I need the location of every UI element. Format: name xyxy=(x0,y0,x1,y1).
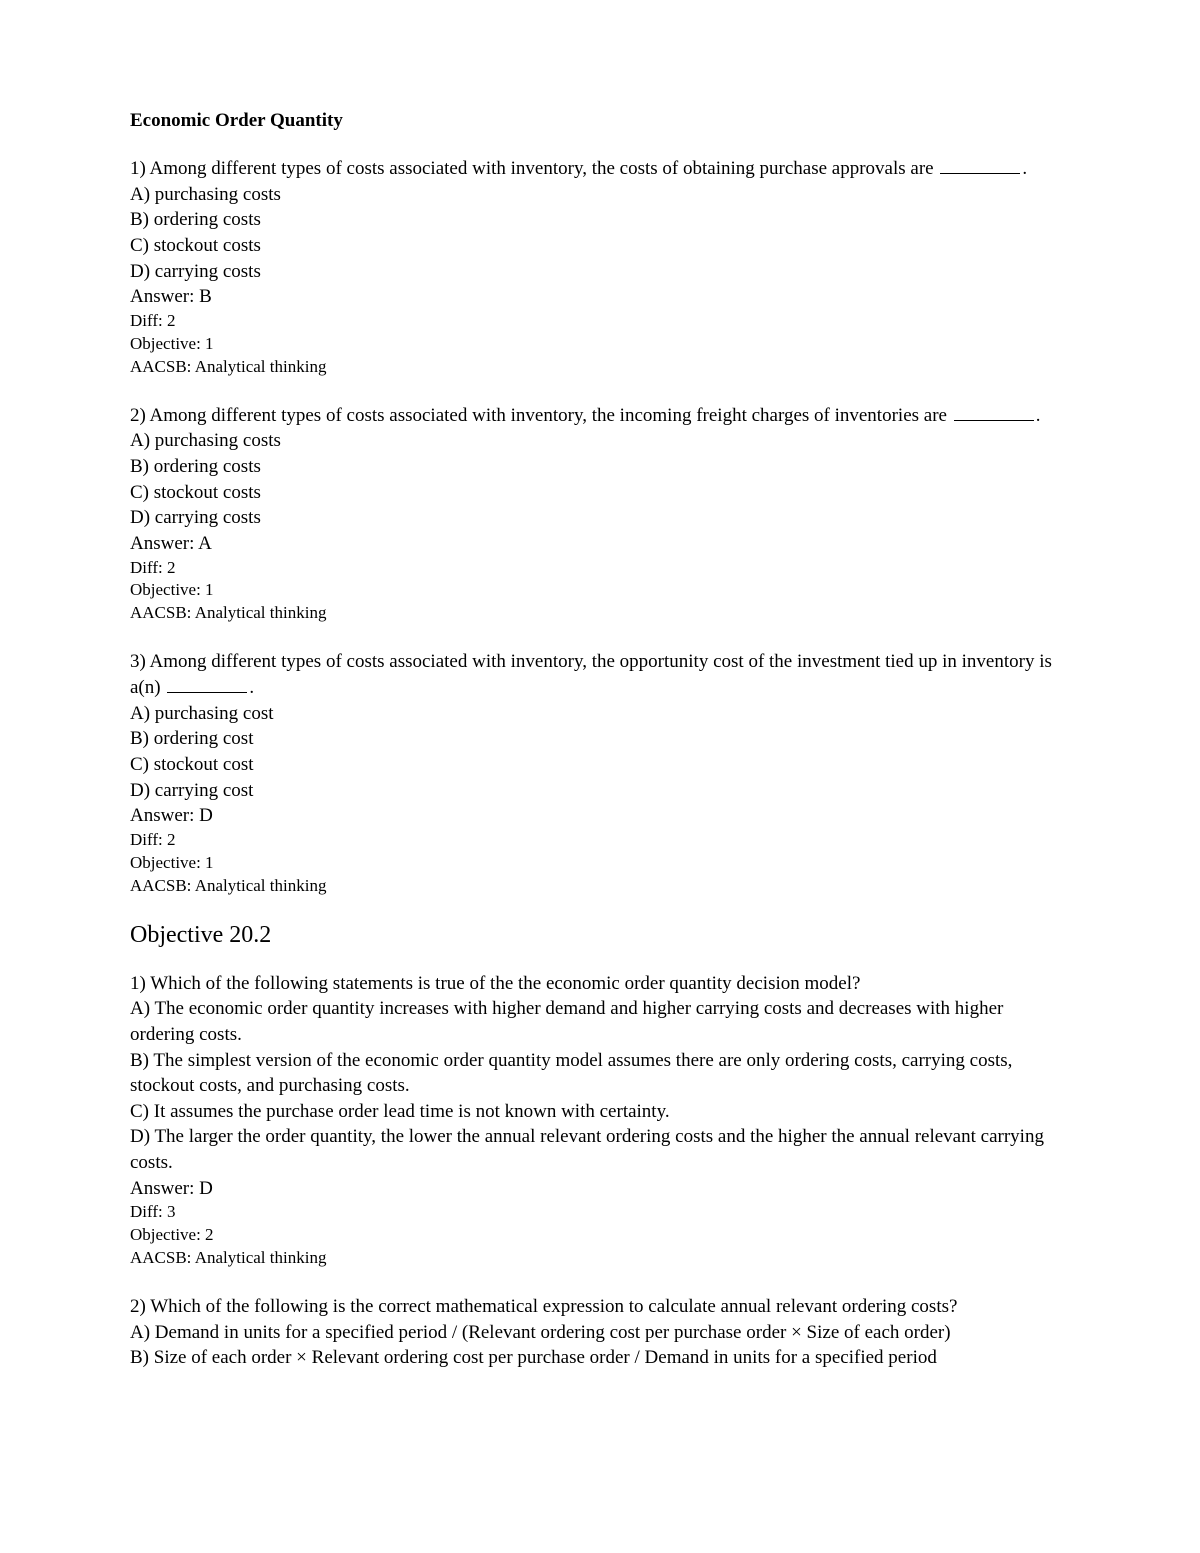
objective-line: Objective: 1 xyxy=(130,579,1070,602)
option-a: A) The economic order quantity increases… xyxy=(130,996,1070,1047)
question-prompt: 1) Which of the following statements is … xyxy=(130,971,1070,997)
prompt-text-before: 1) Among different types of costs associ… xyxy=(130,158,938,179)
objective-line: Objective: 2 xyxy=(130,1224,1070,1247)
prompt-text-after: . xyxy=(249,677,254,698)
prompt-text-before: 3) Among different types of costs associ… xyxy=(130,651,1052,698)
aacsb-line: AACSB: Analytical thinking xyxy=(130,875,1070,898)
prompt-text-after: . xyxy=(1036,405,1041,426)
option-a: A) purchasing costs xyxy=(130,428,1070,454)
answer-line: Answer: D xyxy=(130,1176,1070,1202)
option-b: B) ordering costs xyxy=(130,454,1070,480)
question-prompt: 1) Among different types of costs associ… xyxy=(130,156,1070,182)
question-1: 1) Among different types of costs associ… xyxy=(130,156,1070,379)
aacsb-line: AACSB: Analytical thinking xyxy=(130,1247,1070,1270)
option-a: A) purchasing cost xyxy=(130,701,1070,727)
question-prompt: 2) Among different types of costs associ… xyxy=(130,403,1070,429)
option-d: D) carrying cost xyxy=(130,778,1070,804)
diff-line: Diff: 3 xyxy=(130,1201,1070,1224)
page-title: Economic Order Quantity xyxy=(130,110,1070,132)
fill-blank xyxy=(167,692,247,693)
option-c: C) It assumes the purchase order lead ti… xyxy=(130,1099,1070,1125)
prompt-text-before: 2) Among different types of costs associ… xyxy=(130,405,952,426)
diff-line: Diff: 2 xyxy=(130,829,1070,852)
option-d: D) carrying costs xyxy=(130,259,1070,285)
option-d: D) carrying costs xyxy=(130,505,1070,531)
prompt-text-after: . xyxy=(1022,158,1027,179)
aacsb-line: AACSB: Analytical thinking xyxy=(130,602,1070,625)
answer-line: Answer: B xyxy=(130,284,1070,310)
option-b: B) ordering cost xyxy=(130,726,1070,752)
option-c: C) stockout costs xyxy=(130,233,1070,259)
answer-line: Answer: A xyxy=(130,531,1070,557)
document-page: Economic Order Quantity 1) Among differe… xyxy=(0,0,1200,1553)
answer-line: Answer: D xyxy=(130,803,1070,829)
aacsb-line: AACSB: Analytical thinking xyxy=(130,356,1070,379)
option-b: B) The simplest version of the economic … xyxy=(130,1048,1070,1099)
option-b: B) ordering costs xyxy=(130,207,1070,233)
question-prompt: 3) Among different types of costs associ… xyxy=(130,649,1070,700)
question-2: 2) Among different types of costs associ… xyxy=(130,403,1070,626)
option-a: A) purchasing costs xyxy=(130,182,1070,208)
option-c: C) stockout costs xyxy=(130,480,1070,506)
objective-line: Objective: 1 xyxy=(130,333,1070,356)
fill-blank xyxy=(954,420,1034,421)
option-b: B) Size of each order × Relevant orderin… xyxy=(130,1345,1070,1371)
option-a: A) Demand in units for a specified perio… xyxy=(130,1320,1070,1346)
objective-line: Objective: 1 xyxy=(130,852,1070,875)
diff-line: Diff: 2 xyxy=(130,310,1070,333)
s2-question-2: 2) Which of the following is the correct… xyxy=(130,1294,1070,1371)
section-heading: Objective 20.2 xyxy=(130,922,1070,949)
fill-blank xyxy=(940,173,1020,174)
question-3: 3) Among different types of costs associ… xyxy=(130,649,1070,897)
diff-line: Diff: 2 xyxy=(130,557,1070,580)
option-d: D) The larger the order quantity, the lo… xyxy=(130,1124,1070,1175)
s2-question-1: 1) Which of the following statements is … xyxy=(130,971,1070,1271)
question-prompt: 2) Which of the following is the correct… xyxy=(130,1294,1070,1320)
option-c: C) stockout cost xyxy=(130,752,1070,778)
